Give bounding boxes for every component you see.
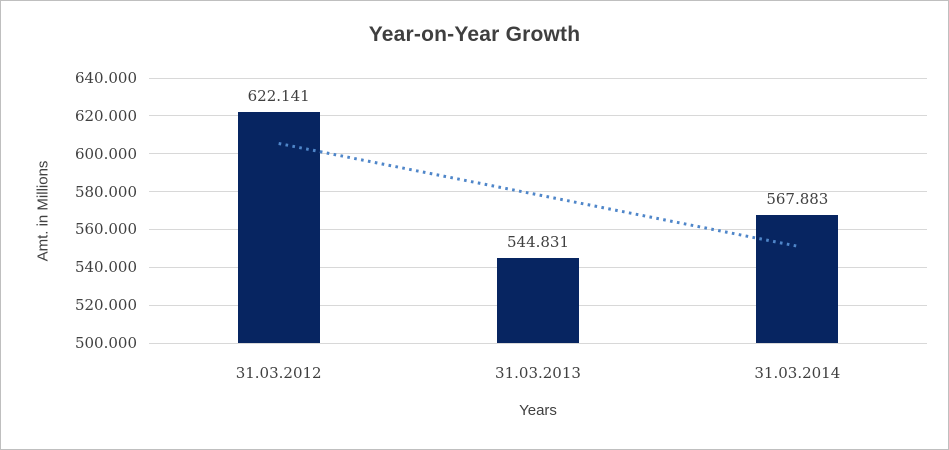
y-tick-label: 540.000 — [74, 258, 137, 277]
y-tick-label: 580.000 — [74, 182, 137, 201]
bar — [497, 258, 579, 343]
y-tick-label: 520.000 — [74, 296, 137, 315]
bar-value-label: 622.141 — [247, 86, 310, 105]
x-tick-label: 31.03.2013 — [495, 364, 581, 382]
bar-value-label: 567.883 — [766, 189, 829, 208]
y-axis-title: Amt. in Millions — [34, 160, 52, 262]
gridline — [149, 77, 927, 79]
gridline — [149, 115, 927, 117]
gridline — [149, 342, 927, 344]
y-tick-label: 500.000 — [74, 334, 137, 352]
bar-value-label: 544.831 — [506, 233, 570, 252]
y-tick-label: 600.000 — [74, 144, 137, 163]
bar — [756, 214, 839, 343]
x-tick-label: 31.03.2014 — [754, 364, 841, 382]
x-axis-title: Years — [519, 402, 557, 419]
x-tick-label: 31.03.2012 — [235, 364, 322, 382]
y-tick-label: 620.000 — [74, 106, 137, 125]
y-tick-label: 560.000 — [74, 220, 137, 239]
y-tick-label: 640.000 — [74, 69, 137, 87]
bar — [237, 111, 320, 343]
chart-title: Year-on-Year Growth — [368, 23, 581, 46]
